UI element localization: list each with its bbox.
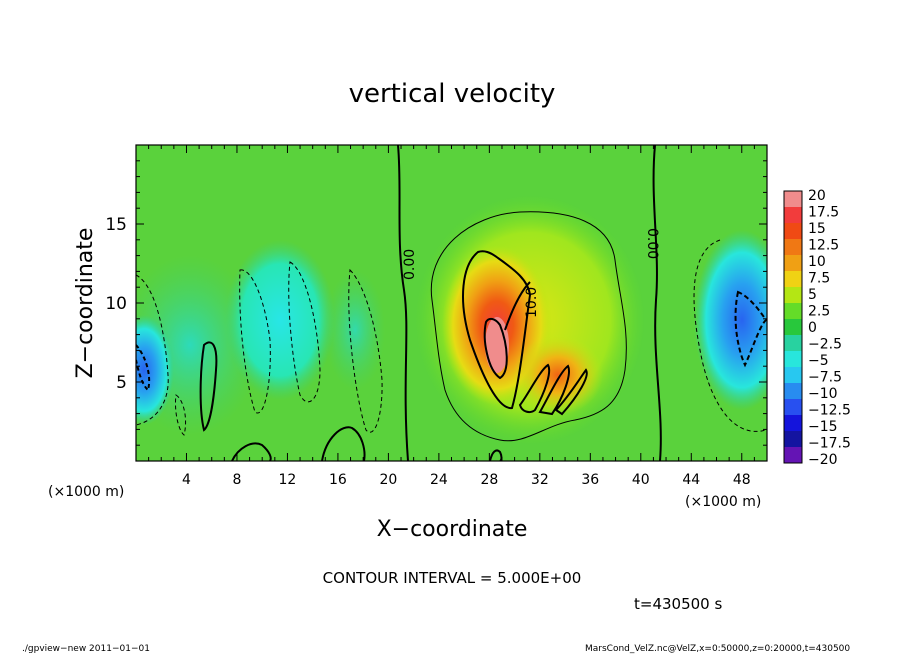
x-unit-label: (×1000 m): [48, 484, 124, 500]
x-axis: 4 8 12 16 20 24 28 32 36 40 44 48: [148, 145, 755, 488]
x-tick-label: 12: [279, 472, 297, 488]
contour-lines: [136, 145, 767, 461]
footer-left: ./gpview−new 2011−01−01: [22, 644, 150, 654]
x-tick-label: 28: [480, 472, 498, 488]
colorbar-label: −7.5: [808, 370, 842, 386]
dashed-contour-left-inner: [136, 344, 151, 392]
colorbar-swatch: [784, 303, 802, 320]
y-tick-label: 10: [105, 294, 127, 314]
dashed-contour-left-outer: [136, 274, 169, 426]
x-tick-label: 40: [632, 472, 650, 488]
x-tick-label: 20: [379, 472, 397, 488]
y-axis: 5 10 15: [105, 160, 767, 446]
x-tick-label: 8: [232, 472, 241, 488]
y-tick-label: 15: [105, 215, 127, 235]
heatmap-field: 0.00 10.0 0.00: [136, 145, 767, 461]
dashed-contour-mid3: [348, 268, 383, 433]
colorbar: 2017.51512.5107.552.50−2.5−5−7.5−10−12.5…: [783, 188, 851, 468]
solid-contour-bottom2: [321, 426, 366, 461]
colorbar-label: −5: [808, 353, 829, 369]
x-tick-label: 48: [733, 472, 751, 488]
colorbar-swatch: [784, 367, 802, 384]
dashed-contour-small: [175, 394, 187, 436]
colorbar-swatch: [784, 383, 802, 400]
downdraft-right: [694, 230, 767, 410]
contour-10-fingers: [518, 363, 588, 416]
colorbar-label: 5: [808, 287, 817, 303]
colorbar-swatch: [784, 319, 802, 336]
colorbar-swatch: [784, 271, 802, 288]
colorbar-label: 17.5: [808, 205, 839, 221]
contour-15: [483, 317, 508, 380]
x-tick-label: 44: [682, 472, 700, 488]
y-axis-label: Z−coordinate: [73, 228, 98, 379]
colorbar-swatch: [784, 351, 802, 368]
x-tick-label: 36: [581, 472, 599, 488]
contour-5: [430, 211, 627, 442]
colorbar-label: −15: [808, 419, 838, 435]
dashed-contour-right-inner: [734, 290, 767, 368]
colorbar-swatch: [784, 223, 802, 240]
colorbar-swatch: [784, 255, 802, 272]
colorbar-label: 2.5: [808, 304, 830, 320]
contour-10: [462, 250, 532, 409]
colorbar-label: 7.5: [808, 271, 830, 287]
x-unit-label-right: (×1000 m): [685, 494, 761, 510]
colorbar-label: 12.5: [808, 238, 839, 254]
zero-contour-right: [652, 145, 662, 461]
cyan-region-mid: [225, 240, 335, 400]
footer-right: MarsCond_VelZ.nc@VelZ,x=0:50000,z=0:2000…: [585, 644, 850, 654]
time-text: t=430500 s: [634, 595, 722, 613]
colorbar-label: 15: [808, 221, 826, 237]
contour-10-arm: [504, 281, 531, 331]
solid-contour-small1: [199, 341, 218, 432]
y-tick-label: 5: [116, 373, 127, 393]
colorbar-swatch: [784, 431, 802, 448]
colorbar-swatch: [784, 207, 802, 224]
colorbar-swatch: [784, 399, 802, 416]
colorbar-label: −20: [808, 452, 838, 468]
downdraft-left-edge: [136, 315, 174, 425]
x-tick-label: 16: [329, 472, 347, 488]
colorbar-label: 10: [808, 254, 826, 270]
x-axis-label: X−coordinate: [377, 517, 528, 542]
chart-title: vertical velocity: [349, 79, 556, 109]
colorbar-label: −10: [808, 386, 838, 402]
contour-label-2: 10.0: [524, 287, 540, 318]
dashed-contour-right-outer: [693, 239, 767, 432]
solid-contour-bottom1: [231, 442, 272, 461]
dashed-contour-mid2: [288, 261, 321, 403]
x-tick-label: 24: [430, 472, 448, 488]
colorbar-swatch: [784, 287, 802, 304]
contour-label-3: 0.00: [644, 228, 660, 259]
colorbar-swatch: [784, 335, 802, 352]
updraft-secondary: [513, 335, 603, 415]
dashed-contour-mid1: [239, 269, 271, 414]
x-tick-label: 4: [182, 472, 191, 488]
colorbar-label: −17.5: [808, 436, 851, 452]
colorbar-label: −2.5: [808, 337, 842, 353]
colorbar-frame: [783, 190, 803, 464]
colorbar-swatch: [784, 415, 802, 432]
contour-interval-text: CONTOUR INTERVAL = 5.000E+00: [323, 569, 582, 587]
colorbar-swatch: [784, 447, 802, 464]
x-tick-label: 32: [531, 472, 549, 488]
colorbar-label: −12.5: [808, 403, 851, 419]
zero-contour-left: [397, 145, 409, 461]
colorbar-swatch: [784, 239, 802, 256]
colorbar-swatch: [784, 191, 802, 208]
cyan-region-mid2: [325, 270, 385, 390]
contour-label-1: 0.00: [402, 249, 418, 280]
solid-contour-bottom3: [489, 449, 503, 461]
colorbar-label: 0: [808, 320, 817, 336]
colorbar-label: 20: [808, 188, 826, 204]
